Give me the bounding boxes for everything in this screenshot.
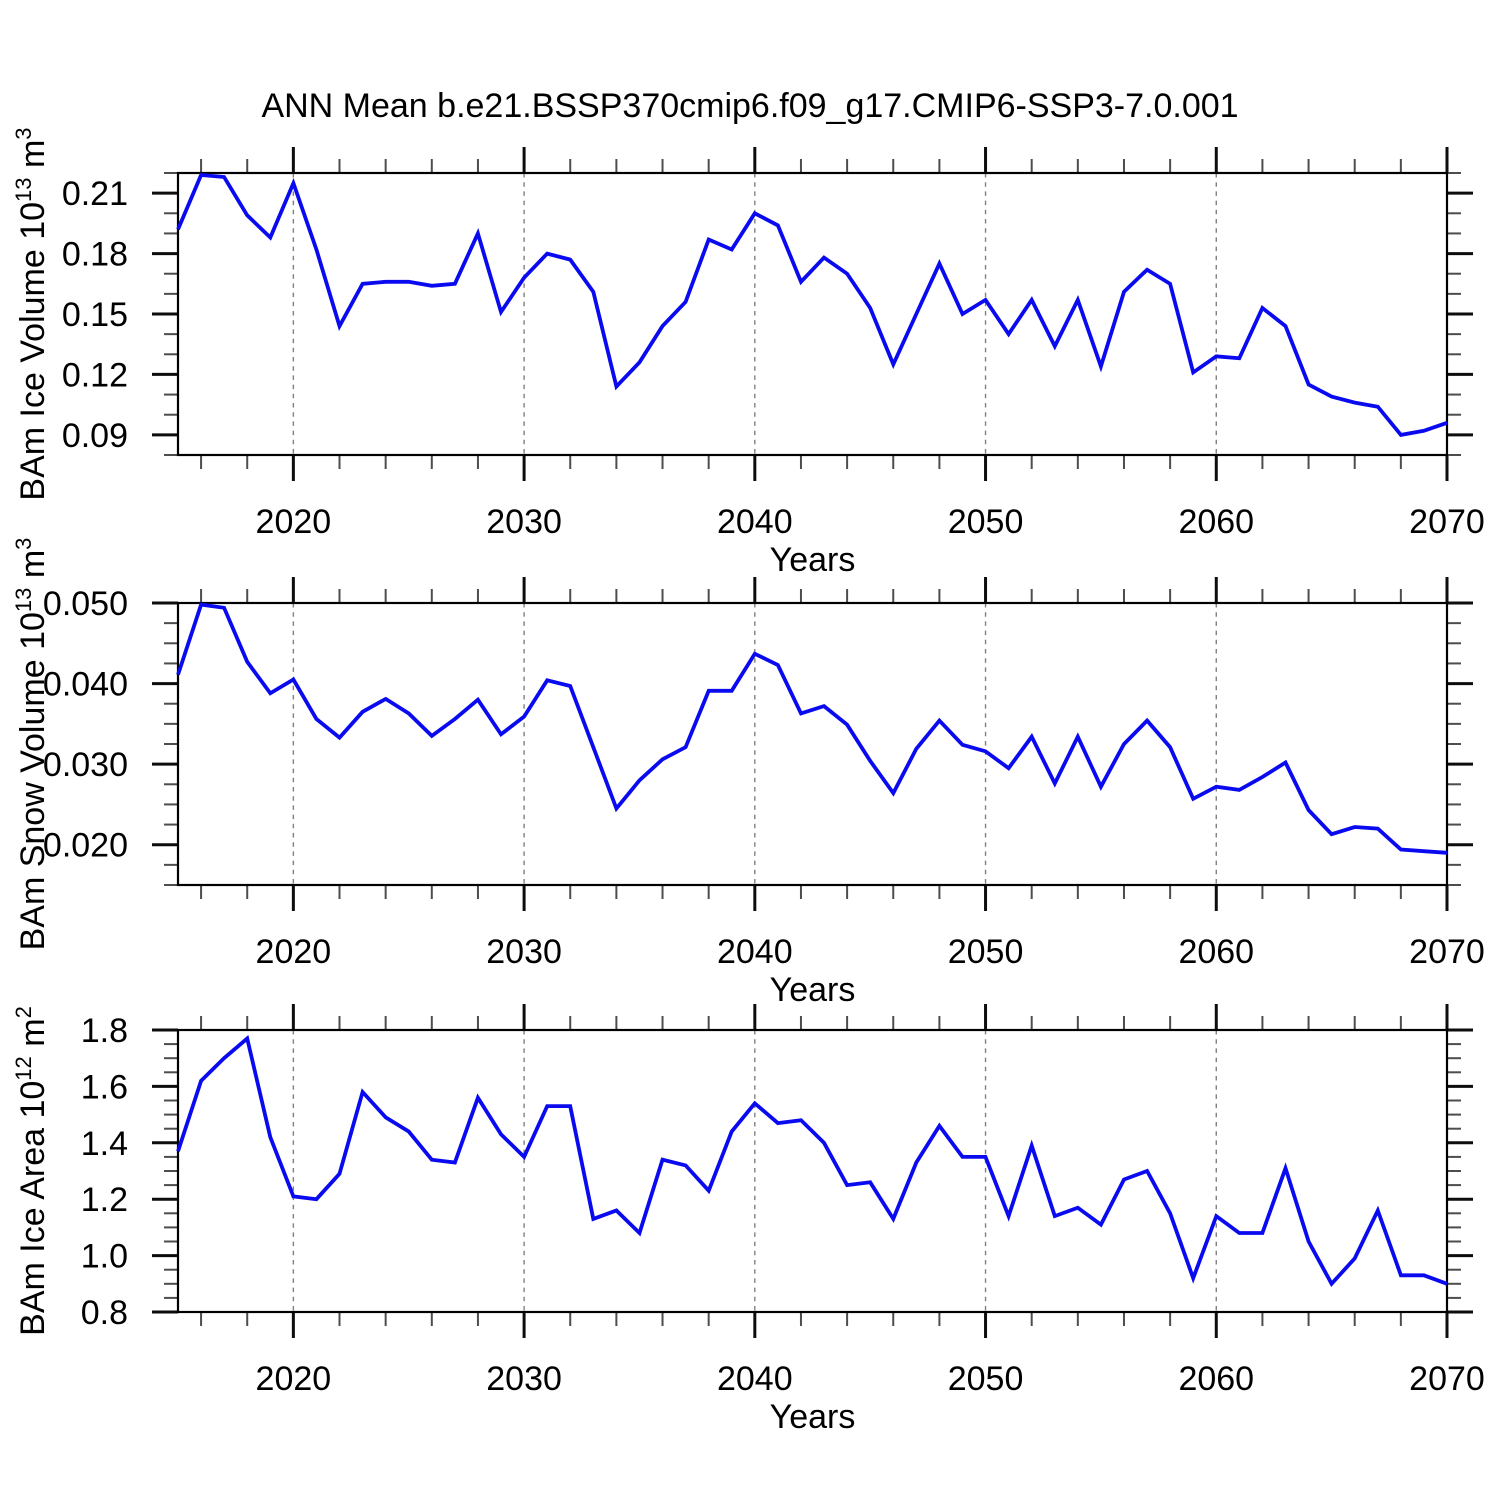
x-tick-label: 2070 (1409, 1360, 1485, 1398)
y-tick-label: 0.030 (43, 746, 128, 784)
plot-frame (176, 601, 1449, 887)
y-tick-label: 0.12 (62, 356, 128, 394)
plot-frame (176, 171, 1449, 457)
x-tick-label: 2020 (256, 503, 332, 541)
x-tick-label: 2050 (948, 503, 1024, 541)
x-tick-label: 2060 (1178, 933, 1254, 971)
y-tick-label: 1.0 (81, 1238, 128, 1276)
y-axis-title: BAm Snow Volume 1013 m3 (11, 538, 52, 951)
y-tick-label: 1.6 (81, 1068, 128, 1106)
x-axis-title: Years (770, 1398, 856, 1436)
snow-volume-line (176, 602, 1448, 855)
y-tick-label: 0.09 (62, 417, 128, 455)
x-axis-title: Years (770, 971, 856, 1009)
x-tick-label: 2040 (717, 1360, 793, 1398)
y-tick-label: 1.4 (81, 1125, 128, 1163)
x-axis-title: Years (770, 541, 856, 579)
chart-title: ANN Mean b.e21.BSSP370cmip6.f09_g17.CMIP… (261, 87, 1238, 125)
ice-area-line (176, 1035, 1448, 1288)
y-tick-label: 0.15 (62, 296, 128, 334)
ice-volume-line (176, 172, 1448, 437)
y-tick-label: 0.8 (81, 1294, 128, 1332)
y-tick-label: 0.020 (43, 827, 128, 865)
x-tick-label: 2050 (948, 933, 1024, 971)
y-axis-title: BAm Ice Area 1012 m2 (11, 1006, 52, 1336)
x-tick-label: 2070 (1409, 503, 1485, 541)
panel-snow-volume: 0.020 0.030 0.040 0.050 2020 2030 2040 2050 2060… (11, 538, 1485, 1009)
plots-group: 0.09 0.12 0.15 0.18 0.21 2020 2030 2040 2050 2060… (11, 127, 1485, 1436)
x-tick-label: 2030 (486, 503, 562, 541)
panel-ice-volume: 0.09 0.12 0.15 0.18 0.21 2020 2030 2040 2050 2060… (11, 127, 1485, 579)
x-tick-label: 2020 (256, 933, 332, 971)
x-tick-label: 2040 (717, 933, 793, 971)
plot-frame (176, 1028, 1449, 1314)
y-tick-label: 0.050 (43, 585, 128, 623)
y-tick-label: 0.18 (62, 236, 128, 274)
x-tick-label: 2060 (1178, 503, 1254, 541)
x-tick-label: 2030 (486, 1360, 562, 1398)
panel-ice-area: 0.8 1.0 1.2 1.4 1.6 1.8 2020 2030 2040 2050 2060 20… (11, 1004, 1485, 1436)
y-tick-label: 0.21 (62, 175, 128, 213)
y-tick-label: 1.8 (81, 1012, 128, 1050)
x-tick-label: 2020 (256, 1360, 332, 1398)
x-tick-label: 2070 (1409, 933, 1485, 971)
y-axis-title: BAm Ice Volume 1013 m3 (11, 127, 52, 500)
x-tick-label: 2040 (717, 503, 793, 541)
x-tick-label: 2050 (948, 1360, 1024, 1398)
x-tick-label: 2060 (1178, 1360, 1254, 1398)
y-tick-label: 1.2 (81, 1181, 128, 1219)
x-tick-label: 2030 (486, 933, 562, 971)
y-tick-label: 0.040 (43, 666, 128, 704)
